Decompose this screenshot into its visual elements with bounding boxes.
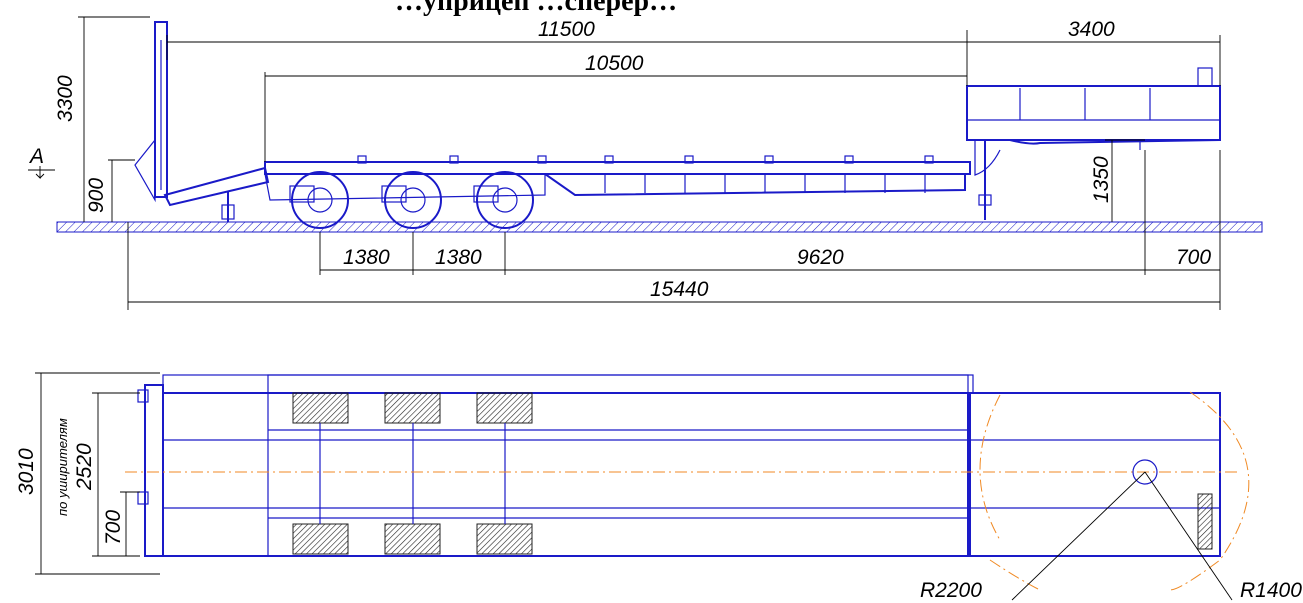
axle-wheels bbox=[289, 171, 534, 229]
dim-low-deck-length: 10500 bbox=[264, 52, 967, 162]
svg-text:3400: 3400 bbox=[1068, 18, 1115, 41]
dim-overall-length: 15440 bbox=[127, 222, 1220, 310]
dim-total-height: 3300 bbox=[54, 16, 150, 222]
rear-ramp bbox=[134, 21, 270, 222]
side-view: A 3300 900 11500 3400 bbox=[28, 16, 1263, 310]
drawing-title: …уприцеп …сперер… bbox=[395, 0, 677, 17]
svg-text:1380: 1380 bbox=[435, 246, 482, 269]
gooseneck bbox=[966, 67, 1221, 220]
svg-text:10500: 10500 bbox=[585, 52, 644, 75]
top-view: R2200 R1400 3010 по уширителям 2520 700 bbox=[15, 372, 1302, 602]
view-a-marker: A bbox=[28, 145, 55, 180]
main-deck bbox=[162, 392, 969, 557]
dim-axle-spacing: 1380 1380 9620 700 bbox=[319, 150, 1221, 310]
low-deck bbox=[264, 155, 971, 201]
svg-text:3010: 3010 bbox=[15, 448, 38, 495]
svg-text:2520: 2520 bbox=[73, 443, 96, 491]
svg-text:11500: 11500 bbox=[538, 18, 595, 41]
svg-text:900: 900 bbox=[85, 178, 108, 213]
radius-inner-label: R1400 bbox=[1240, 579, 1302, 602]
dim-gooseneck-length: 3400 bbox=[967, 18, 1221, 86]
svg-text:700: 700 bbox=[102, 510, 125, 545]
kingpin-circle bbox=[1132, 459, 1158, 485]
svg-text:1350: 1350 bbox=[1090, 156, 1113, 203]
gooseneck-deck bbox=[969, 392, 1221, 557]
view-a-label: A bbox=[28, 145, 44, 168]
top-view-tires bbox=[292, 392, 1213, 555]
svg-text:9620: 9620 bbox=[797, 246, 844, 269]
svg-text:15440: 15440 bbox=[650, 278, 709, 301]
svg-text:по уширителям: по уширителям bbox=[55, 418, 70, 516]
top-planks bbox=[162, 374, 969, 394]
svg-text:3300: 3300 bbox=[54, 75, 77, 122]
dim-side-width: 700 bbox=[102, 491, 140, 556]
radius-arc-inner bbox=[979, 394, 1001, 541]
svg-text:1380: 1380 bbox=[343, 246, 390, 269]
dim-fifth-wheel-height: 1350 bbox=[1090, 139, 1145, 222]
dim-overall-width: 3010 по уширителям bbox=[15, 372, 160, 575]
dim-deck-height: 900 bbox=[85, 159, 135, 222]
dim-platform-length: 11500 bbox=[166, 18, 968, 86]
dim-deck-width: 2520 bbox=[73, 392, 140, 557]
radius-arc-outer bbox=[1169, 391, 1250, 591]
ground-line bbox=[56, 221, 1263, 233]
radius-outer-label: R2200 bbox=[920, 579, 982, 602]
svg-text:700: 700 bbox=[1176, 246, 1211, 269]
